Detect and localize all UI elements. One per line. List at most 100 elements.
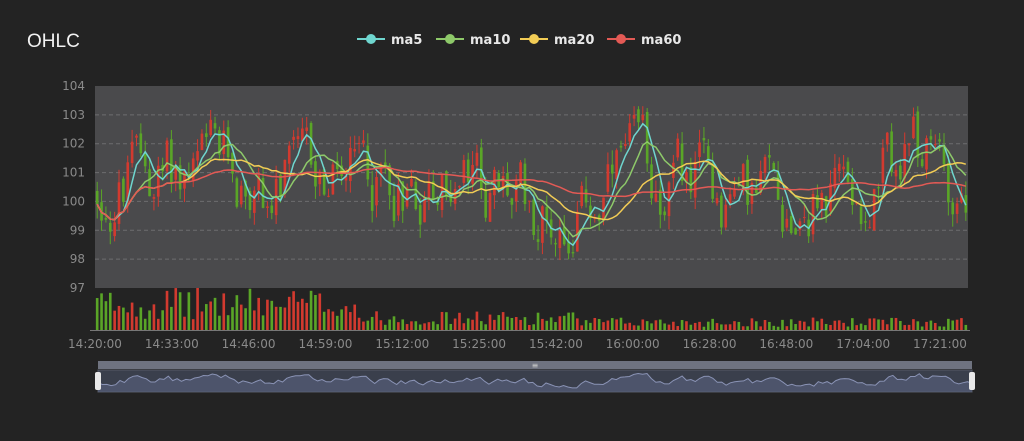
volume-bar — [536, 312, 540, 330]
volume-bar — [824, 323, 828, 330]
volume-bar — [899, 320, 902, 330]
volume-bar — [938, 326, 941, 330]
volume-bar — [266, 299, 269, 330]
legend-ma60-label[interactable]: ma60 — [641, 33, 681, 48]
volume-bar — [772, 325, 776, 330]
candle-body — [156, 165, 160, 197]
candle-body — [881, 147, 885, 183]
candle-body — [331, 164, 335, 195]
candle-body — [357, 143, 361, 145]
volume-bar — [702, 326, 706, 330]
candle-body — [309, 122, 313, 165]
volume-bar — [750, 318, 754, 330]
zoom-handle-left[interactable] — [95, 372, 101, 390]
zoom-drag-grip-icon[interactable]: ≡ — [532, 361, 539, 370]
volume-bar — [541, 318, 544, 330]
candle-body — [126, 162, 130, 202]
y-tick-label: 102 — [62, 137, 85, 151]
volume-bar — [746, 326, 749, 330]
candle-body — [885, 132, 889, 145]
candle-body — [680, 143, 684, 181]
legend-ma10-label[interactable]: ma10 — [470, 33, 510, 48]
candle-body — [903, 144, 907, 179]
volume-bar — [803, 321, 806, 330]
x-tick-label: 14:33:00 — [145, 337, 199, 351]
candle-body — [340, 165, 343, 177]
candle-body — [292, 136, 295, 140]
volume-bar — [519, 319, 522, 330]
x-tick-label: 16:28:00 — [683, 337, 737, 351]
candle-body — [279, 174, 282, 197]
volume-bar — [493, 319, 496, 330]
candle-body — [951, 202, 955, 215]
candle-body — [624, 143, 627, 146]
volume-bar — [104, 301, 108, 330]
candle-body — [532, 199, 535, 236]
zoom-preview-area — [98, 373, 972, 392]
candle-body — [837, 163, 841, 172]
zoom-handle-right[interactable] — [969, 372, 975, 390]
candle-body — [938, 139, 941, 142]
candle-body — [667, 182, 671, 217]
volume-bar — [528, 325, 531, 330]
volume-bar — [737, 321, 741, 330]
volume-bar — [807, 326, 810, 330]
candle-body — [113, 222, 116, 237]
candle-body — [610, 164, 614, 174]
legend-ma60-marker[interactable] — [616, 34, 626, 44]
legend-ma20-marker[interactable] — [529, 34, 539, 44]
candle-body — [344, 175, 348, 181]
volume-bar — [658, 319, 662, 330]
volume-bar — [126, 312, 130, 330]
volume-bar — [829, 324, 832, 330]
x-tick-label: 14:20:00 — [68, 337, 122, 351]
candle-body — [768, 155, 771, 158]
candle-body — [493, 169, 496, 196]
legend-ma10-marker[interactable] — [445, 34, 455, 44]
y-tick-label: 99 — [70, 223, 85, 237]
volume-bar — [261, 315, 265, 330]
candle-body — [95, 190, 99, 205]
legend-ma5-marker[interactable] — [366, 34, 376, 44]
volume-bar — [257, 297, 260, 330]
candle-body — [842, 166, 845, 170]
volume-bar — [187, 292, 191, 330]
volume-bar — [920, 326, 924, 330]
chart-title: OHLC — [27, 31, 80, 52]
y-tick-label: 97 — [70, 281, 85, 295]
legend-ma5-label[interactable]: ma5 — [391, 33, 422, 48]
candle-body — [567, 241, 570, 254]
volume-bar — [191, 319, 195, 330]
volume-bar — [567, 312, 570, 330]
y-tick-label: 100 — [62, 194, 85, 208]
candle-body — [763, 157, 767, 173]
zoom-slider-drag-bar[interactable] — [98, 361, 972, 369]
volume-bar — [628, 322, 632, 330]
candle-body — [305, 127, 309, 131]
volume-bar — [593, 317, 597, 330]
candle-body — [170, 139, 173, 184]
candle-body — [772, 162, 776, 172]
volume-bar — [549, 317, 553, 330]
volume-bar — [279, 306, 282, 330]
volume-bar — [152, 304, 156, 330]
volume-bar — [907, 324, 911, 330]
volume-bar — [877, 319, 880, 330]
ma60-line — [96, 166, 967, 221]
candle-body — [728, 194, 732, 204]
volume-bar — [584, 320, 588, 330]
candle-body — [104, 217, 108, 220]
volume-bar — [554, 322, 557, 330]
volume-bar — [388, 319, 391, 330]
candle-body — [392, 195, 396, 222]
volume-bar — [663, 323, 666, 330]
candle-body — [776, 171, 780, 200]
legend-ma20-label[interactable]: ma20 — [554, 33, 594, 48]
candle-body — [706, 146, 710, 161]
volume-bar — [248, 288, 252, 330]
volume-bar — [213, 297, 217, 330]
candle-body — [514, 181, 518, 202]
volume-bar — [253, 310, 256, 330]
volume-bar — [759, 326, 762, 330]
candle-body — [143, 154, 147, 167]
